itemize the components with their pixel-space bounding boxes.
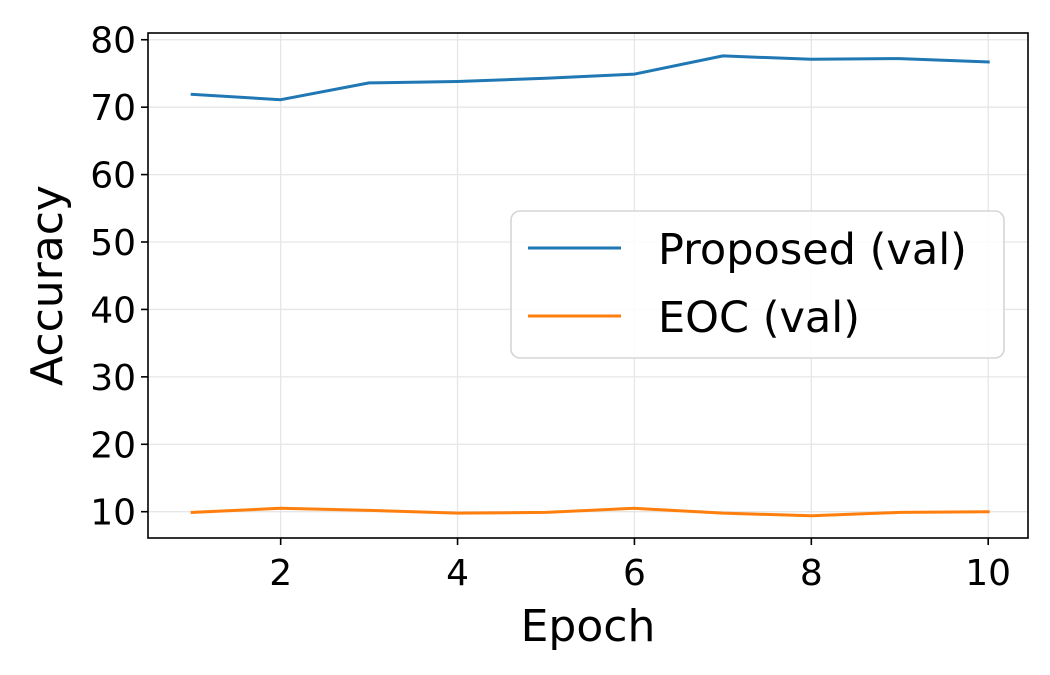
axis-ticks: 2 4 6 8 10 10 20 30 40 50 60 70 80 [90, 21, 1011, 594]
x-tick-label: 10 [965, 553, 1011, 594]
y-tick-label: 70 [90, 88, 136, 129]
legend-label-proposed: Proposed (val) [658, 225, 967, 275]
x-tick-label: 8 [800, 553, 823, 594]
x-tick-label: 4 [446, 553, 469, 594]
series-line-eoc [190, 506, 990, 518]
x-tick-label: 2 [269, 553, 292, 594]
x-tick-label: 6 [623, 553, 646, 594]
y-tick-label: 30 [90, 358, 136, 399]
y-tick-label: 50 [90, 223, 136, 264]
y-tick-label: 20 [90, 425, 136, 466]
plot-frame [147, 32, 1029, 539]
y-tick-label: 60 [90, 156, 136, 197]
y-tick-label: 80 [90, 21, 136, 62]
series-line-proposed [190, 54, 990, 102]
x-axis-title: Epoch [521, 601, 656, 652]
y-axis-title: Accuracy [22, 185, 73, 386]
legend: Proposed (val) EOC (val) [510, 210, 1005, 359]
legend-label-eoc: EOC (val) [658, 293, 860, 343]
legend-box [510, 210, 1005, 359]
series-group [190, 54, 990, 518]
y-tick-label: 10 [90, 493, 136, 534]
y-tick-label: 40 [90, 290, 136, 331]
